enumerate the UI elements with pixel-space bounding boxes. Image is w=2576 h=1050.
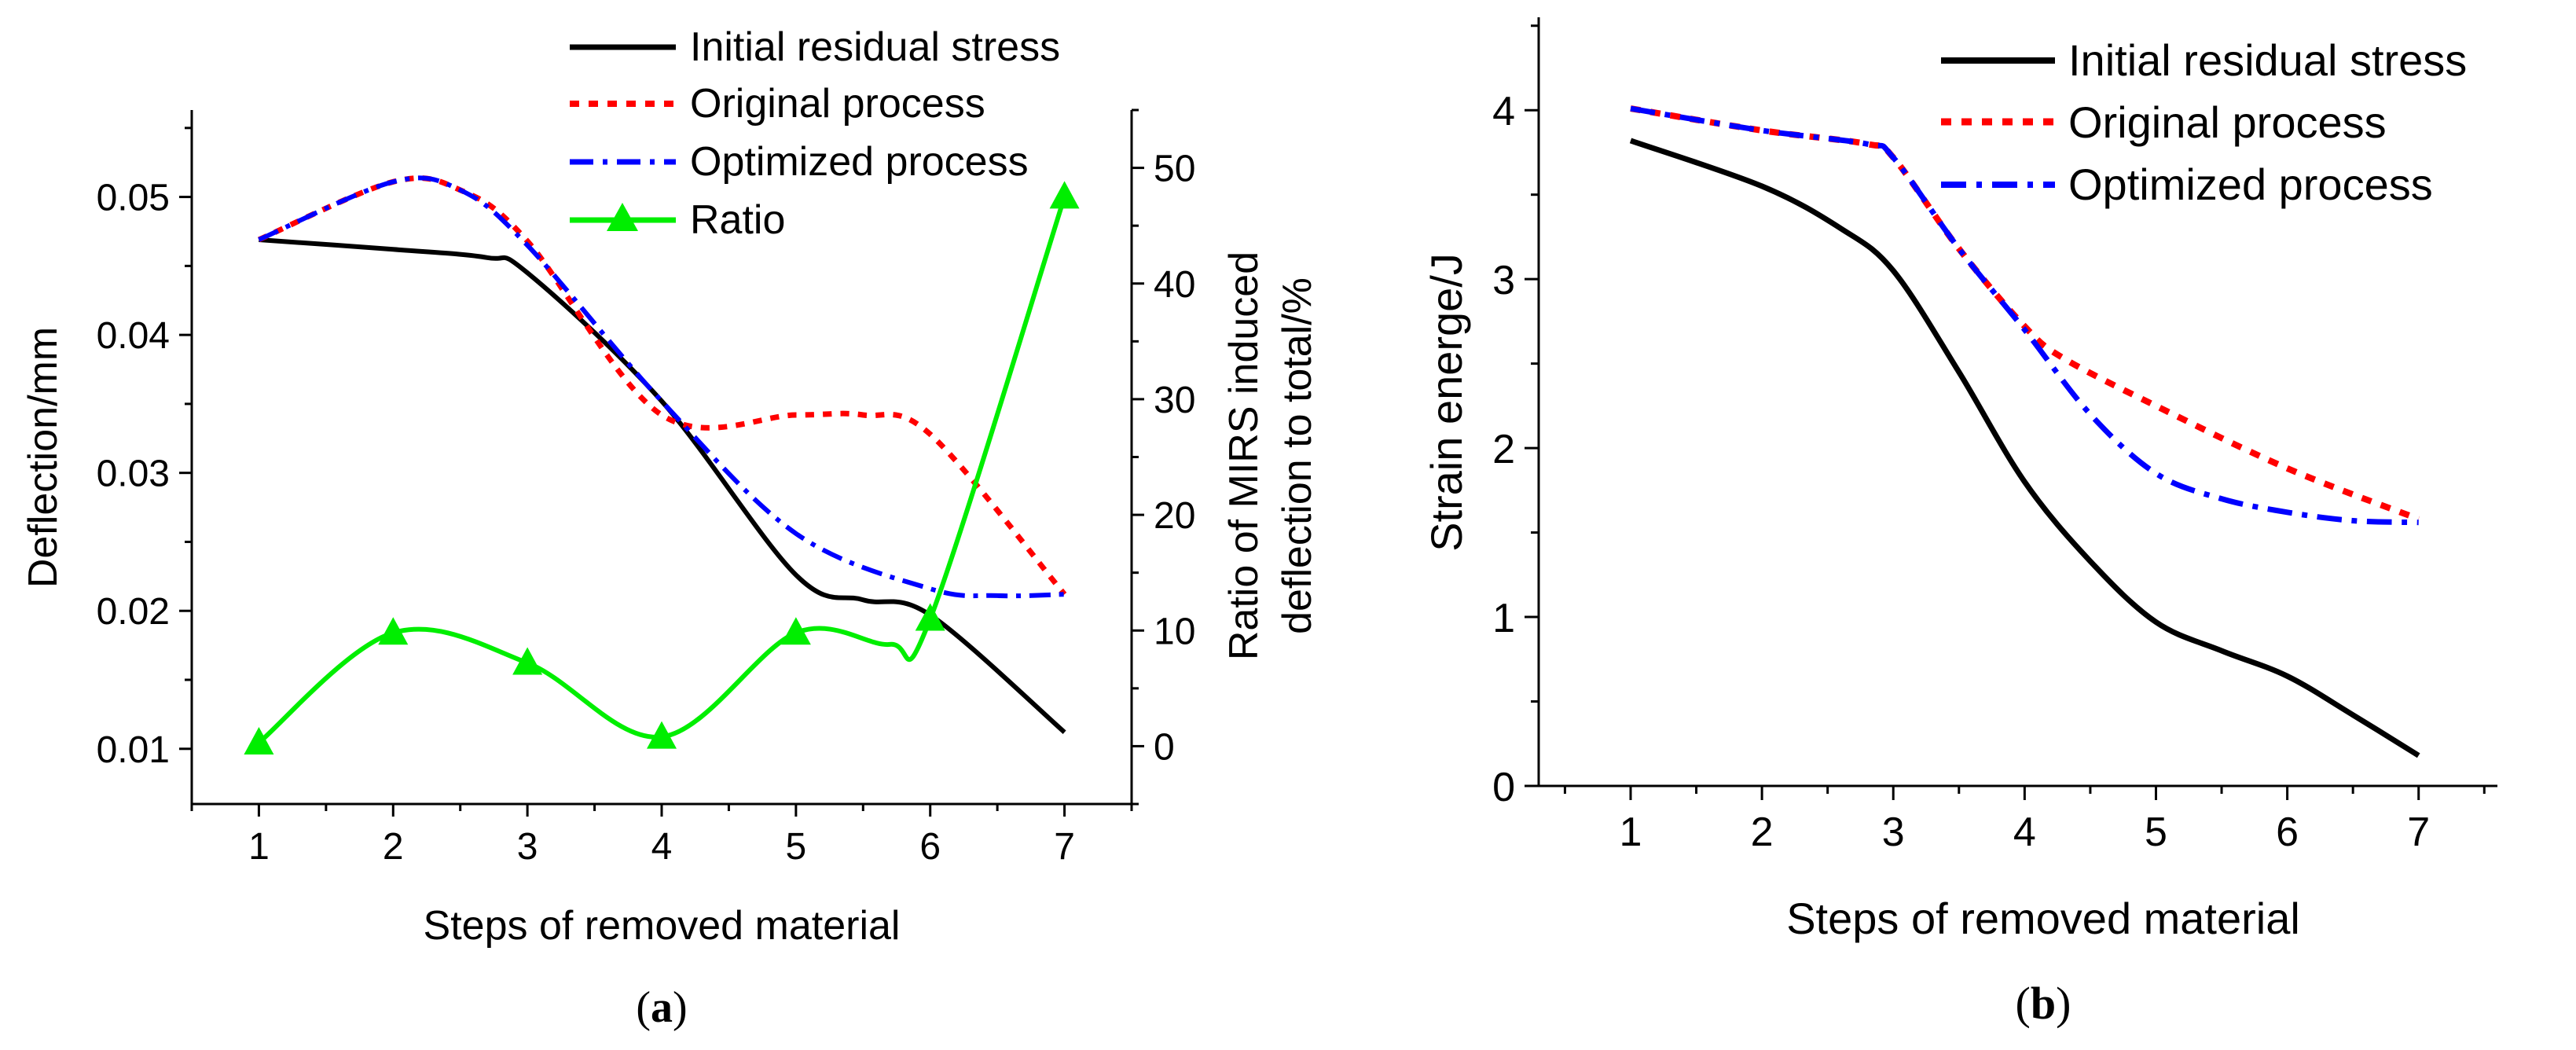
b-x-tick-label: 1 — [1620, 810, 1642, 855]
a-y2-tick-label: 20 — [1154, 495, 1195, 537]
a-right-y-axis-title-line1: Ratio of MIRS induced — [1221, 251, 1267, 660]
a-y2-tick-label: 10 — [1154, 611, 1195, 652]
a-ratio-point — [512, 647, 543, 675]
a-series-lines — [257, 175, 1067, 745]
a-legend-label-ratio: Ratio — [690, 197, 785, 243]
a-y2-tick-label: 40 — [1154, 264, 1195, 306]
a-right-y-axis-ticks: 0 10 20 30 40 50 — [1132, 108, 1195, 806]
b-series-line-optimized-process — [1630, 105, 2419, 526]
b-series-lines — [1629, 105, 2420, 758]
a-y2-tick-label: 0 — [1154, 726, 1175, 768]
b-x-axis-title: Steps of removed material — [1786, 894, 2300, 943]
a-x-tick-label: 3 — [517, 826, 538, 868]
a-x-tick-label: 2 — [383, 826, 404, 868]
b-legend-label-original: Original process — [2068, 97, 2387, 147]
a-y-tick-label: 0.02 — [97, 591, 170, 633]
b-y-axis-title: Strain energe/J — [1422, 253, 1471, 552]
b-x-tick-label: 2 — [1751, 810, 1774, 855]
b-series-line-initial-residual-stress — [1629, 138, 2420, 758]
b-panel-label: (b) — [2016, 978, 2071, 1029]
panel-a-deflection-chart: 1 2 3 4 5 6 7 0.01 0.02 0.03 0.04 0.05 0 10 20 30 40 50… — [20, 24, 1320, 1032]
a-panel-letter: a — [651, 983, 673, 1032]
a-right-y-axis-title-line2: deflection to total/% — [1275, 277, 1320, 634]
a-ratio-point — [244, 727, 274, 755]
a-ratio-point — [647, 721, 677, 749]
b-panel-letter: b — [2031, 978, 2056, 1029]
b-x-tick-label: 4 — [2013, 810, 2036, 855]
b-y-axis-ticks: 0 1 2 3 4 — [1492, 24, 1539, 810]
a-y-tick-label: 0.04 — [97, 315, 170, 357]
a-x-tick-label: 4 — [651, 826, 673, 868]
a-ratio-point — [378, 617, 409, 645]
b-series-line-original-process — [1630, 105, 2420, 523]
a-legend: Initial residual stress Original process… — [570, 24, 1060, 243]
a-ratio-point — [780, 617, 811, 645]
a-series-line-original-process — [258, 175, 1067, 597]
b-x-axis-ticks: 1 2 3 4 5 6 7 — [1563, 786, 2486, 855]
a-y2-tick-label: 30 — [1154, 380, 1195, 421]
a-ratio-point — [1049, 181, 1080, 209]
a-legend-label-initial: Initial residual stress — [690, 24, 1060, 70]
a-series-line-optimized-process — [258, 175, 1065, 599]
b-x-tick-label: 5 — [2145, 810, 2167, 855]
a-legend-label-original: Original process — [690, 81, 985, 127]
a-y-axis-ticks: 0.01 0.02 0.03 0.04 0.05 — [97, 127, 192, 771]
a-legend-label-optimized: Optimized process — [690, 139, 1029, 185]
a-x-tick-label: 7 — [1054, 826, 1075, 868]
a-x-tick-label: 1 — [248, 826, 270, 868]
a-y2-tick-label: 50 — [1154, 149, 1195, 190]
b-legend: Initial residual stress Original process… — [1941, 35, 2467, 209]
a-x-axis-title: Steps of removed material — [424, 903, 901, 949]
b-y-tick-label: 3 — [1492, 258, 1515, 303]
a-ratio-point — [915, 603, 945, 631]
a-y-tick-label: 0.01 — [97, 729, 170, 771]
b-y-tick-label: 2 — [1492, 427, 1515, 472]
a-x-tick-label: 6 — [919, 826, 941, 868]
b-y-tick-label: 4 — [1492, 89, 1515, 134]
b-x-tick-label: 6 — [2276, 810, 2299, 855]
a-legend-ratio-marker — [607, 203, 638, 231]
b-x-tick-label: 3 — [1882, 810, 1905, 855]
a-y-axis-title: Deflection/mm — [20, 327, 66, 588]
b-y-tick-label: 1 — [1492, 596, 1515, 641]
b-legend-label-initial: Initial residual stress — [2068, 35, 2467, 85]
a-y-tick-label: 0.05 — [97, 178, 170, 219]
a-x-axis-ticks: 1 2 3 4 5 6 7 — [190, 804, 1133, 868]
a-x-tick-label: 5 — [786, 826, 807, 868]
a-series-line-initial-residual-stress — [259, 237, 1066, 734]
a-y-tick-label: 0.03 — [97, 453, 170, 495]
b-y-tick-label: 0 — [1492, 765, 1515, 810]
a-panel-label: (a) — [636, 983, 687, 1032]
a-series-line-ratio — [257, 196, 1067, 745]
a-ratio-markers — [244, 181, 1080, 755]
b-legend-label-optimized: Optimized process — [2068, 160, 2433, 209]
b-x-tick-label: 7 — [2407, 810, 2430, 855]
